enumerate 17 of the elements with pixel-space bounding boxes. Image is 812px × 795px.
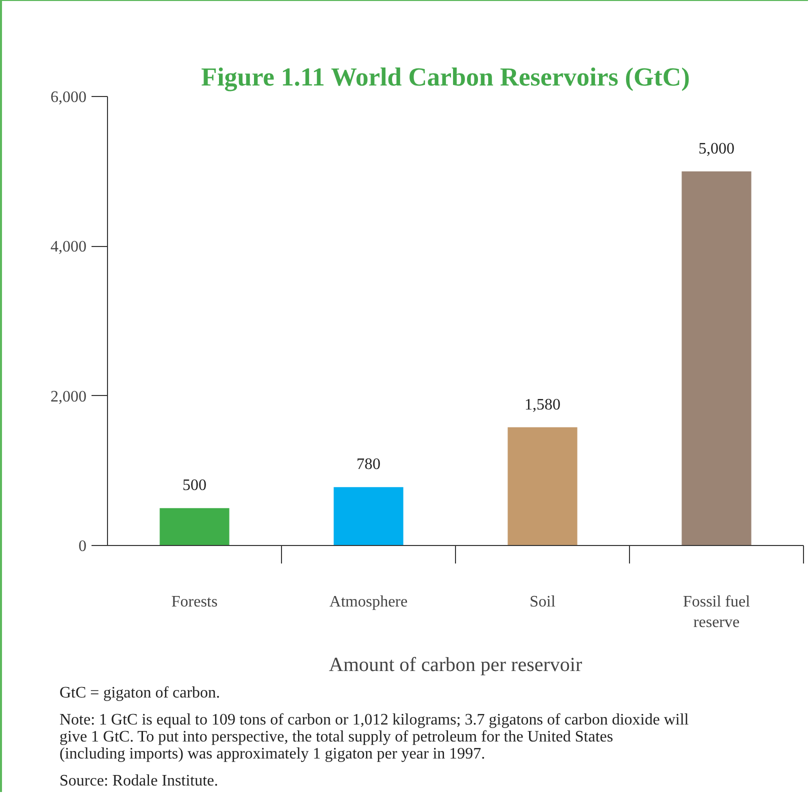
- x-tick-label: Fossil fuel reserve: [682, 594, 751, 631]
- x-tick-label: Forests: [171, 594, 218, 610]
- data-label: 500: [182, 477, 206, 494]
- x-tick-label: Atmosphere: [329, 594, 408, 610]
- data-label: 5,000: [698, 140, 734, 158]
- chart-title: Figure 1.11 World Carbon Reservoirs (GtC): [201, 62, 690, 92]
- data-label: 1,580: [524, 396, 560, 414]
- x-tick-label: Soil: [530, 594, 556, 610]
- y-tick-label: 0: [78, 538, 86, 555]
- text: GtC = gigaton of carbon.: [60, 684, 220, 702]
- text: Note: 1 GtC is equal to 109 tons of carbon or 1,012 kilograms; 3.7 gigatons of carbon dioxide will give 1 GtC. To put into perspective, the total supply of petroleum for the United States (including imports) was approximately 1 gigaton per year in 1997.: [60, 712, 690, 762]
- y-tick-label: 6,000: [50, 89, 86, 106]
- data-label: 780: [356, 456, 380, 474]
- y-tick-label: 2,000: [50, 388, 86, 406]
- y-tick-label: 4,000: [50, 238, 86, 256]
- source-note: Source: Rodale Institute.: [60, 772, 218, 790]
- x-axis-title: Amount of carbon per reservoir: [328, 654, 582, 676]
